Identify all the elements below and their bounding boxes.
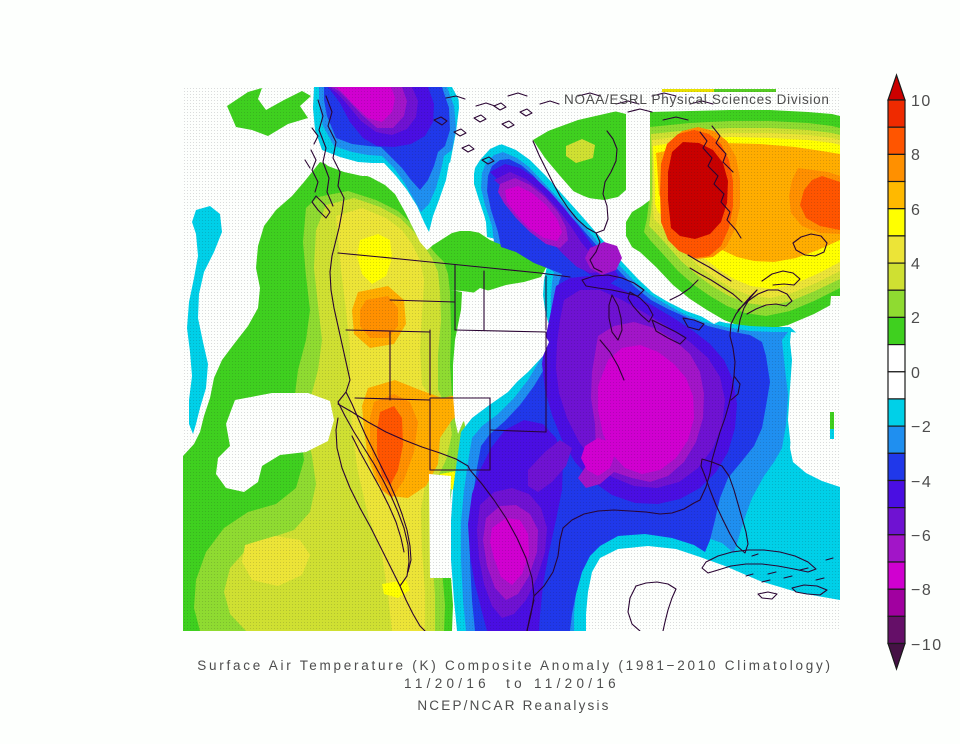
svg-text:−6: −6 <box>911 528 932 545</box>
svg-text:−8: −8 <box>911 582 932 599</box>
svg-text:NCEP/NCAR Reanalysis: NCEP/NCAR Reanalysis <box>417 698 610 713</box>
svg-text:10: 10 <box>911 93 932 110</box>
svg-text:−2: −2 <box>911 419 932 436</box>
svg-text:−10: −10 <box>911 637 943 654</box>
svg-text:Surface Air Temperature (K) Co: Surface Air Temperature (K) Composite An… <box>197 658 833 673</box>
svg-text:NOAA/ESRL Physical Sciences Di: NOAA/ESRL Physical Sciences Division <box>564 92 830 107</box>
svg-text:4: 4 <box>911 256 921 273</box>
svg-text:11/20/16 to 11/20/16: 11/20/16 to 11/20/16 <box>404 676 620 691</box>
svg-text:2: 2 <box>911 310 921 327</box>
svg-text:8: 8 <box>911 147 921 164</box>
svg-text:−4: −4 <box>911 474 932 491</box>
svg-text:0: 0 <box>911 365 921 382</box>
svg-text:6: 6 <box>911 202 921 219</box>
